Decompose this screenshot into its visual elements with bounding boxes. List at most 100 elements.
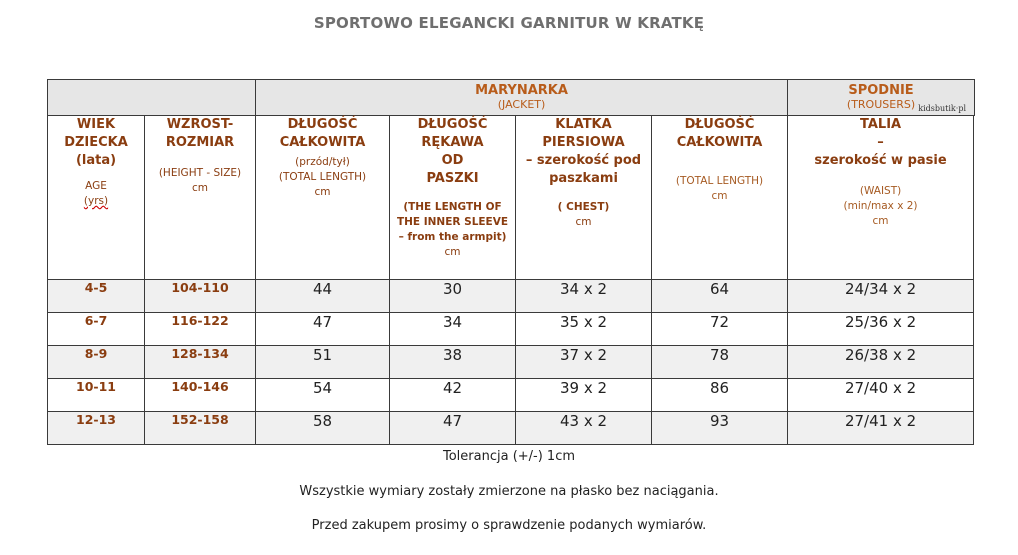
cell-jacket-length: 54	[255, 378, 390, 412]
trouser-length-header-en: (TOTAL LENGTH)	[675, 175, 764, 187]
cell-height: 104-110	[144, 279, 256, 313]
chest-header-unit: cm	[575, 216, 592, 228]
group-header-empty	[47, 79, 256, 116]
cell-sleeve: 34	[389, 312, 516, 346]
chest-header-line3: – szerokość pod	[525, 153, 642, 168]
sleeve-header-line4: PASZKI	[426, 171, 479, 186]
check-note: Przed zakupem prosimy o sprawdzenie poda…	[311, 518, 707, 533]
sleeve-header-en3: – from the armpit)	[398, 231, 507, 243]
col-header-sleeve: DŁUGOŚĆ RĘKAWA OD PASZKI (THE LENGTH OF …	[389, 115, 516, 280]
table-row: 8-9 128-134 51 38 37 x 2 78 26/38 x 2	[47, 345, 975, 379]
group-header-row: MARYNARKA (JACKET) SPODNIE (TROUSERS) ki…	[47, 79, 975, 116]
cell-age: 4-5	[47, 279, 145, 313]
cell-waist: 27/41 x 2	[787, 411, 975, 445]
sleeve-header-line1: DŁUGOŚĆ	[417, 117, 488, 132]
chest-header-en: ( CHEST)	[557, 201, 610, 213]
cell-age: 8-9	[47, 345, 145, 379]
age-header-line1: WIEK	[76, 117, 116, 132]
column-header-row: WIEK DZIECKA (lata) AGE (yrs) WZROST- RO…	[47, 115, 975, 280]
chest-header-line4: paszkami	[549, 171, 618, 186]
brand-watermark: kidsbutik·pl	[918, 104, 966, 113]
table-row: 4-5 104-110 44 30 34 x 2 64 24/34 x 2	[47, 279, 975, 313]
cell-trouser-length: 64	[650, 279, 789, 313]
group-header-trousers: SPODNIE (TROUSERS) kidsbutik·pl	[787, 79, 975, 116]
cell-waist: 25/36 x 2	[787, 312, 975, 346]
jacket-length-header-unit: cm	[314, 186, 331, 198]
col-header-chest: KLATKA PIERSIOWA – szerokość pod paszkam…	[515, 115, 652, 280]
age-header-line2: DZIECKA	[64, 135, 128, 150]
waist-header-en: (WAIST)	[859, 185, 902, 197]
sleeve-header-line2: RĘKAWA	[421, 135, 484, 150]
waist-header-note: (min/max x 2)	[843, 200, 918, 212]
age-header-en: AGE	[85, 180, 107, 192]
cell-age: 6-7	[47, 312, 145, 346]
group-trousers-label: SPODNIE	[848, 83, 914, 98]
cell-chest: 37 x 2	[515, 345, 652, 379]
cell-sleeve: 42	[389, 378, 516, 412]
table-row: 12-13 152-158 58 47 43 x 2 93 27/41 x 2	[47, 411, 975, 445]
cell-sleeve: 30	[389, 279, 516, 313]
col-header-age: WIEK DZIECKA (lata) AGE (yrs)	[47, 115, 145, 280]
cell-age: 12-13	[47, 411, 145, 445]
cell-jacket-length: 58	[255, 411, 390, 445]
cell-height: 140-146	[144, 378, 256, 412]
waist-header-line3: szerokość w pasie	[814, 153, 947, 168]
cell-waist: 27/40 x 2	[787, 378, 975, 412]
sleeve-header-en2: THE INNER SLEEVE	[396, 216, 509, 228]
cell-chest: 43 x 2	[515, 411, 652, 445]
measurement-note: Wszystkie wymiary zostały zmierzone na p…	[299, 484, 719, 499]
chest-header-line2: PIERSIOWA	[542, 135, 625, 150]
jacket-length-header-en: (TOTAL LENGTH)	[278, 171, 367, 183]
trouser-length-header-unit: cm	[711, 190, 728, 202]
sleeve-header-unit: cm	[444, 246, 461, 258]
col-header-trouser-length: DŁUGOŚĆ CAŁKOWITA (TOTAL LENGTH) cm	[650, 115, 789, 280]
group-header-jacket: MARYNARKA (JACKET)	[254, 79, 789, 116]
cell-trouser-length: 86	[650, 378, 789, 412]
col-header-waist: TALIA – szerokość w pasie (WAIST) (min/m…	[787, 115, 975, 280]
group-jacket-label: MARYNARKA	[475, 83, 568, 98]
table-row: 6-7 116-122 47 34 35 x 2 72 25/36 x 2	[47, 312, 975, 346]
jacket-length-header-note: (przód/tył)	[295, 156, 350, 168]
cell-chest: 39 x 2	[515, 378, 652, 412]
table-row: 10-11 140-146 54 42 39 x 2 86 27/40 x 2	[47, 378, 975, 412]
age-header-line3: (lata)	[75, 153, 117, 168]
cell-chest: 35 x 2	[515, 312, 652, 346]
cell-sleeve: 38	[389, 345, 516, 379]
chest-header-line1: KLATKA	[555, 117, 612, 132]
cell-jacket-length: 51	[255, 345, 390, 379]
sleeve-header-line3: OD	[441, 153, 464, 168]
height-header-en: (HEIGHT - SIZE)	[158, 167, 242, 179]
col-header-jacket-length: DŁUGOŚĆ CAŁKOWITA (przód/tył) (TOTAL LEN…	[255, 115, 390, 280]
cell-age: 10-11	[47, 378, 145, 412]
group-trousers-sub: (TROUSERS)	[846, 98, 916, 111]
col-header-height: WZROST- ROZMIAR (HEIGHT - SIZE) cm	[144, 115, 256, 280]
cell-trouser-length: 78	[650, 345, 789, 379]
cell-height: 152-158	[144, 411, 256, 445]
waist-header-line1: TALIA	[859, 117, 902, 132]
age-header-en-unit: (yrs)	[83, 195, 109, 207]
cell-sleeve: 47	[389, 411, 516, 445]
trouser-length-header-line2: CAŁKOWITA	[676, 135, 763, 150]
height-header-unit: cm	[191, 182, 208, 194]
page-title: SPORTOWO ELEGANCKI GARNITUR W KRATKĘ	[313, 14, 705, 32]
size-chart-table: MARYNARKA (JACKET) SPODNIE (TROUSERS) ki…	[47, 79, 975, 445]
trouser-length-header-line1: DŁUGOŚĆ	[684, 117, 755, 132]
cell-jacket-length: 47	[255, 312, 390, 346]
tolerance-note: Tolerancja (+/-) 1cm	[442, 449, 576, 464]
jacket-length-header-line2: CAŁKOWITA	[279, 135, 366, 150]
cell-waist: 26/38 x 2	[787, 345, 975, 379]
cell-chest: 34 x 2	[515, 279, 652, 313]
cell-height: 128-134	[144, 345, 256, 379]
cell-waist: 24/34 x 2	[787, 279, 975, 313]
jacket-length-header-line1: DŁUGOŚĆ	[287, 117, 358, 132]
waist-header-line2: –	[877, 135, 884, 150]
height-header-line1: WZROST-	[166, 117, 234, 132]
waist-header-unit: cm	[872, 215, 889, 227]
cell-height: 116-122	[144, 312, 256, 346]
height-header-line2: ROZMIAR	[165, 135, 235, 150]
sleeve-header-en1: (THE LENGTH OF	[403, 201, 502, 213]
cell-trouser-length: 93	[650, 411, 789, 445]
group-jacket-sub: (JACKET)	[497, 98, 546, 111]
cell-trouser-length: 72	[650, 312, 789, 346]
cell-jacket-length: 44	[255, 279, 390, 313]
